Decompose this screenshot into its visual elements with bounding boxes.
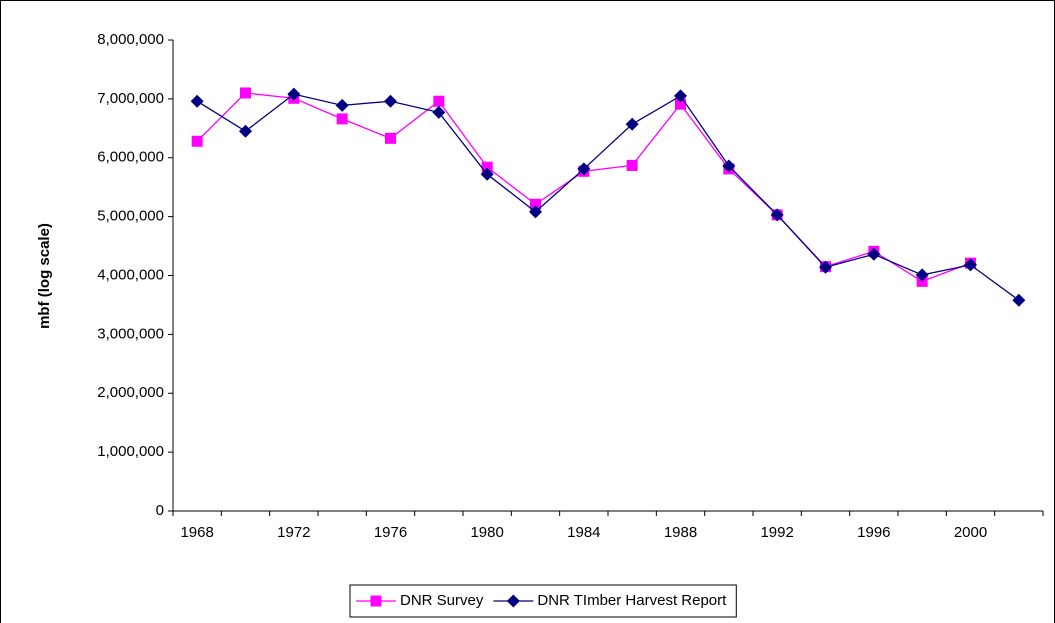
marker — [336, 113, 348, 125]
legend-box — [349, 584, 737, 618]
y-tick-label: 4,000,000 — [97, 266, 164, 283]
marker — [675, 98, 686, 110]
x-tick-label: 1968 — [180, 524, 213, 541]
x-tick-label: 1976 — [374, 524, 407, 541]
marker — [239, 124, 252, 138]
marker — [384, 94, 397, 108]
marker — [481, 161, 493, 173]
marker — [506, 594, 520, 608]
marker — [626, 159, 638, 171]
marker — [964, 258, 977, 272]
marker — [370, 595, 382, 607]
marker — [722, 159, 736, 173]
series-line — [196, 93, 1020, 301]
y-axis-label: mbf (log scale) — [36, 223, 53, 329]
marker — [770, 208, 784, 222]
y-tick-label: 1,000,000 — [97, 443, 164, 460]
y-tick-label: 0 — [156, 502, 164, 519]
y-tick-label: 7,000,000 — [97, 90, 164, 107]
marker — [433, 95, 445, 107]
marker — [625, 117, 639, 131]
legend-label: DNR Survey — [400, 592, 484, 609]
marker — [432, 105, 446, 119]
y-tick-label: 2,000,000 — [97, 384, 164, 401]
marker — [240, 87, 251, 99]
x-tick-label: 1984 — [567, 524, 600, 541]
y-tick-label: 5,000,000 — [97, 208, 164, 225]
x-tick-label: 1988 — [664, 524, 697, 541]
marker — [335, 98, 349, 112]
marker — [287, 87, 301, 101]
marker — [530, 198, 541, 210]
marker — [529, 205, 542, 219]
marker — [1012, 293, 1026, 307]
marker — [385, 132, 396, 144]
y-tick-label: 3,000,000 — [97, 325, 164, 342]
marker — [191, 135, 203, 147]
marker — [480, 167, 494, 181]
y-tick-label: 6,000,000 — [97, 149, 164, 166]
x-tick-label: 1992 — [760, 524, 793, 541]
marker — [867, 247, 881, 261]
y-tick-label: 8,000,000 — [97, 31, 164, 48]
x-tick-label: 1980 — [470, 524, 503, 541]
x-tick-label: 1972 — [277, 524, 310, 541]
marker — [190, 94, 204, 108]
x-tick-label: 2000 — [954, 524, 987, 541]
marker — [674, 89, 687, 103]
legend-label: DNR TImber Harvest Report — [537, 592, 727, 609]
marker — [819, 260, 832, 274]
marker — [915, 268, 929, 282]
marker — [577, 162, 591, 176]
x-tick-label: 1996 — [857, 524, 890, 541]
